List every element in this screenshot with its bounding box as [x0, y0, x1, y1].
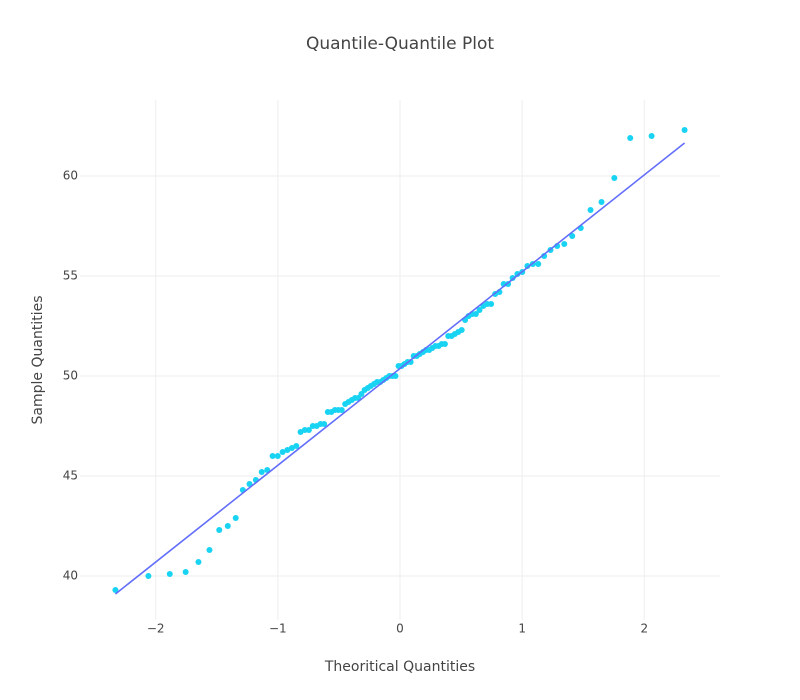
point	[476, 307, 483, 313]
fit-line	[114, 142, 686, 595]
x-tick-label: −1	[269, 622, 287, 636]
point	[627, 135, 634, 141]
point	[246, 481, 253, 487]
x-axis-title: Theoritical Quantities	[324, 659, 475, 675]
point	[587, 207, 594, 213]
point	[258, 469, 265, 475]
x-tick-label: −2	[147, 622, 165, 636]
point	[358, 391, 365, 397]
x-tick-label: 0	[396, 622, 404, 636]
point	[598, 199, 605, 205]
point	[269, 453, 276, 459]
point	[145, 573, 152, 579]
point	[392, 373, 399, 379]
point	[648, 133, 655, 139]
y-tick-label: 45	[63, 469, 78, 483]
point	[611, 175, 618, 181]
point	[681, 127, 688, 133]
point	[195, 559, 202, 565]
point	[224, 523, 231, 529]
point	[293, 443, 300, 449]
x-tick-label: 1	[518, 622, 526, 636]
point	[441, 341, 448, 347]
point	[232, 515, 239, 521]
chart-title: Quantile-Quantile Plot	[306, 34, 494, 54]
x-tick-label: 2	[640, 622, 648, 636]
point	[305, 427, 312, 433]
point	[112, 587, 119, 593]
point	[472, 311, 479, 317]
point	[279, 449, 286, 455]
point	[488, 301, 495, 307]
point	[535, 261, 542, 267]
point	[524, 263, 531, 269]
point	[561, 241, 568, 247]
point	[166, 571, 173, 577]
point	[569, 233, 576, 239]
y-axis-title: Sample Quantities	[30, 296, 46, 425]
point	[284, 447, 291, 453]
y-tick-label: 60	[63, 169, 78, 183]
y-tick-label: 55	[63, 269, 78, 283]
y-tick-label: 50	[63, 369, 78, 383]
point	[274, 453, 281, 459]
point	[458, 327, 465, 333]
point	[206, 547, 213, 553]
point	[338, 407, 345, 413]
point	[182, 569, 189, 575]
point	[216, 527, 223, 533]
y-tick-label: 40	[63, 569, 78, 583]
point	[514, 271, 521, 277]
point	[321, 421, 328, 427]
